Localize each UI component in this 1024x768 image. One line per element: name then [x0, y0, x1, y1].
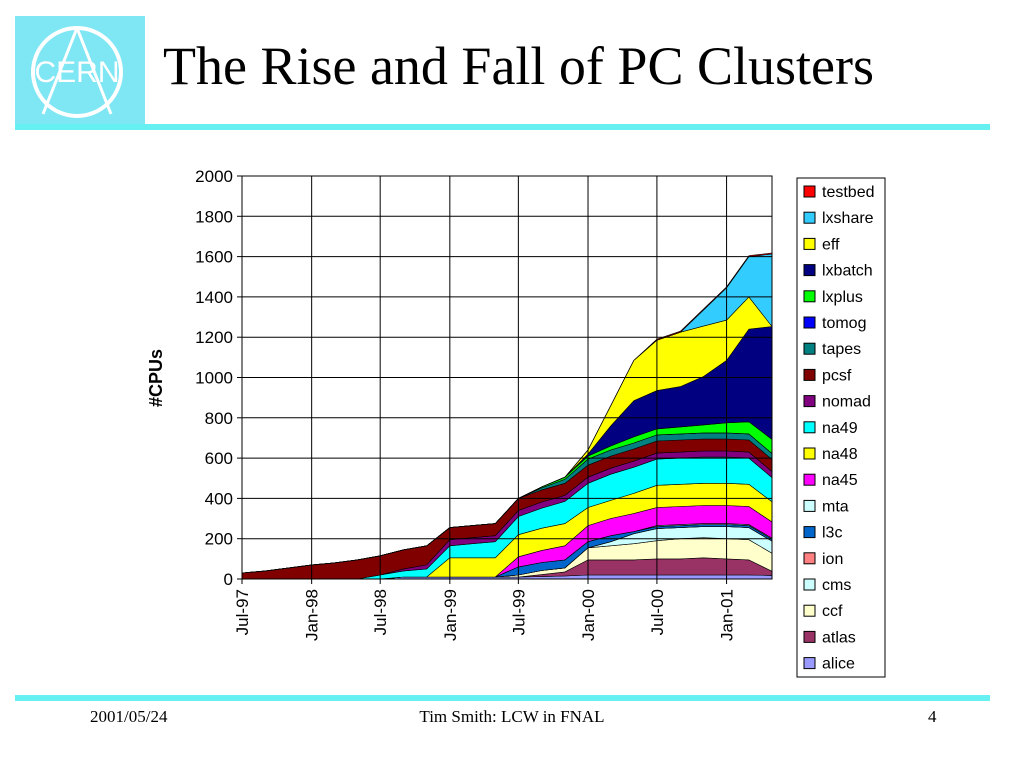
y-tick-label: 1800	[195, 207, 233, 226]
legend-label-na48: na48	[822, 446, 858, 463]
legend-swatch-lxbatch	[803, 264, 816, 277]
x-tick-label: Jan-00	[579, 589, 598, 641]
y-tick-label: 1000	[195, 369, 233, 388]
legend-swatch-eff	[803, 237, 816, 250]
legend-label-lxbatch: lxbatch	[822, 263, 873, 280]
legend-swatch-na49	[803, 421, 816, 434]
legend-label-cms: cms	[822, 577, 851, 594]
legend-label-ion: ion	[822, 551, 843, 568]
x-tick-label: Jul-98	[371, 589, 390, 635]
slide-title: The Rise and Fall of PC Clusters	[163, 36, 874, 96]
legend-label-mta: mta	[822, 498, 849, 515]
legend-swatch-pcsf	[803, 368, 816, 381]
footer-date: 2001/05/24	[90, 707, 168, 726]
legend-label-alice: alice	[822, 656, 855, 673]
footer-page-number: 4	[928, 707, 937, 726]
legend-label-nomad: nomad	[822, 394, 871, 411]
legend-label-na45: na45	[822, 472, 858, 489]
legend-label-pcsf: pcsf	[822, 367, 852, 384]
cern-logo: CERN	[15, 16, 145, 128]
legend-swatch-na45	[803, 473, 816, 486]
legend-swatch-tapes	[803, 342, 816, 355]
legend-label-l3c: l3c	[822, 525, 842, 542]
y-tick-label: 800	[205, 409, 233, 428]
legend-swatch-nomad	[803, 395, 816, 408]
y-tick-label: 0	[224, 570, 233, 589]
legend-swatch-lxshare	[803, 211, 816, 224]
legend-label-eff: eff	[822, 236, 840, 253]
legend-swatch-tomog	[803, 316, 816, 329]
x-tick-label: Jul-97	[233, 589, 252, 635]
legend-swatch-na48	[803, 447, 816, 460]
legend-label-ccf: ccf	[822, 603, 843, 620]
x-tick-label: Jan-01	[718, 589, 737, 641]
bottom-divider	[15, 695, 990, 701]
area-layers	[241, 252, 773, 580]
legend-label-lxplus: lxplus	[822, 289, 863, 306]
y-tick-label: 1600	[195, 248, 233, 267]
logo-line-right	[75, 27, 113, 115]
logo-text: CERN	[34, 56, 119, 89]
legend-swatch-ion	[803, 552, 816, 565]
x-tick-label: Jan-99	[441, 589, 460, 641]
logo-line-left	[41, 27, 79, 115]
legend-swatch-atlas	[803, 630, 816, 643]
legend-label-lxshare: lxshare	[822, 210, 874, 227]
legend-label-na49: na49	[822, 420, 858, 437]
legend-label-testbed: testbed	[822, 184, 874, 201]
y-tick-label: 1200	[195, 328, 233, 347]
y-tick-label: 2000	[195, 167, 233, 186]
legend-swatch-testbed	[803, 185, 816, 198]
cern-logo-graphic: CERN	[31, 26, 123, 118]
chart-legend: testbed lxshare eff lxbatch lxplus tomog tapes…	[796, 177, 886, 678]
chart-axes: 0 200 400 600 800 1000 1200 1400 1600 1800 2000 Jul…	[146, 167, 737, 641]
y-tick-label: 400	[205, 489, 233, 508]
y-tick-label: 1400	[195, 288, 233, 307]
top-divider	[15, 124, 990, 130]
y-tick-label: 200	[205, 530, 233, 549]
y-axis-label: #CPUs	[146, 349, 166, 407]
legend-label-atlas: atlas	[822, 629, 856, 646]
stacked-area-chart: 0 200 400 600 800 1000 1200 1400 1600 1800 2000 Jul…	[146, 167, 886, 678]
legend-swatch-l3c	[803, 526, 816, 539]
legend-swatch-cms	[803, 578, 816, 591]
legend-swatch-mta	[803, 499, 816, 512]
legend-swatch-lxplus	[803, 290, 816, 303]
footer-presenter: Tim Smith: LCW in FNAL	[419, 707, 605, 726]
x-tick-label: Jan-98	[303, 589, 322, 641]
x-tick-label: Jul-99	[509, 589, 528, 635]
legend-label-tomog: tomog	[822, 315, 866, 332]
legend-label-tapes: tapes	[822, 341, 861, 358]
legend-swatch-ccf	[803, 604, 816, 617]
legend-swatch-alice	[803, 657, 816, 670]
y-tick-label: 600	[205, 449, 233, 468]
x-tick-label: Jul-00	[648, 589, 667, 635]
